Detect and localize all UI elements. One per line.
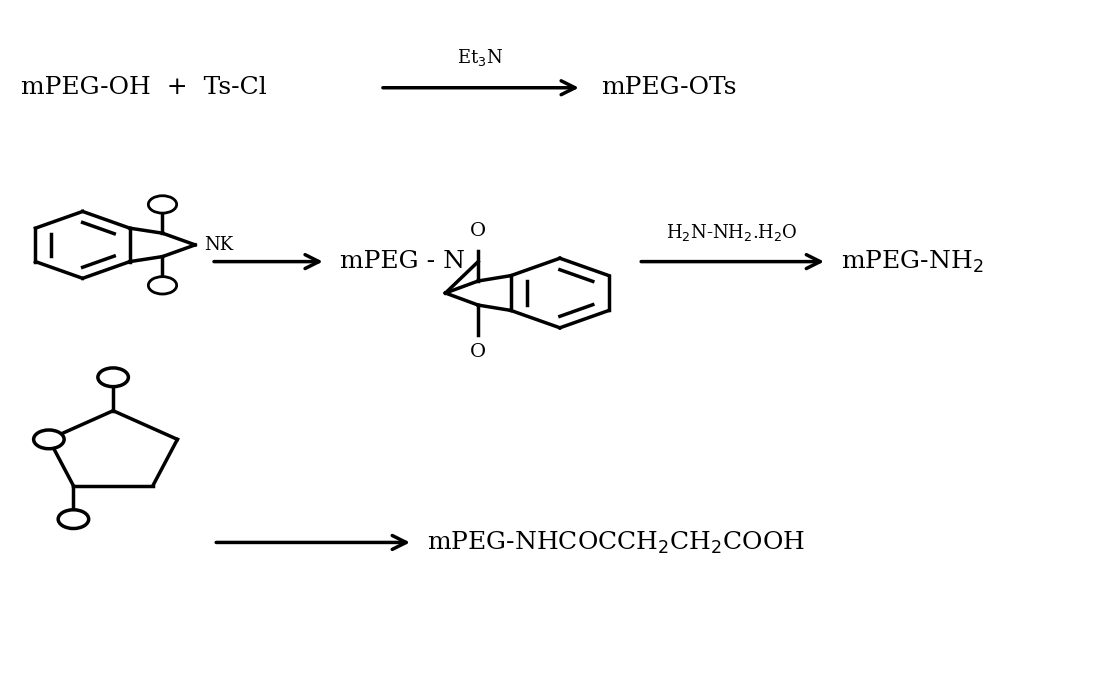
Text: mPEG-NHCOCCH$_2$CH$_2$COOH: mPEG-NHCOCCH$_2$CH$_2$COOH — [427, 529, 805, 556]
Text: mPEG - N: mPEG - N — [339, 250, 464, 273]
Circle shape — [148, 196, 177, 213]
Text: Et$_3$N: Et$_3$N — [457, 47, 503, 68]
Text: O: O — [470, 343, 486, 362]
Text: mPEG-OTs: mPEG-OTs — [602, 77, 737, 100]
Circle shape — [148, 277, 177, 294]
Circle shape — [34, 430, 64, 449]
Text: mPEG-OH  +  Ts-Cl: mPEG-OH + Ts-Cl — [21, 77, 266, 100]
Circle shape — [98, 368, 128, 387]
Text: mPEG-NH$_2$: mPEG-NH$_2$ — [841, 248, 984, 275]
Text: NK: NK — [204, 236, 233, 254]
Text: O: O — [470, 222, 486, 240]
Text: H$_2$N-NH$_2$.H$_2$O: H$_2$N-NH$_2$.H$_2$O — [666, 222, 798, 243]
Circle shape — [58, 510, 89, 529]
